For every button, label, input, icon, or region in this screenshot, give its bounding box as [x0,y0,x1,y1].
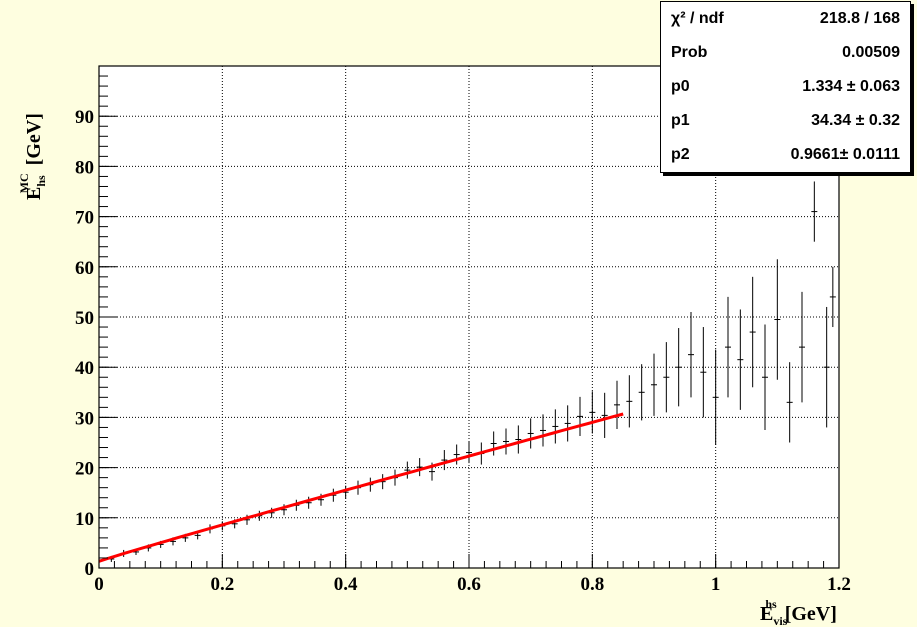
data-point [515,425,522,454]
x-axis-title-sub: vis [773,614,787,627]
data-point [589,391,596,434]
y-axis-title-main: E [23,187,45,200]
data-point [725,296,731,398]
data-point [626,375,633,428]
data-point [799,291,805,403]
stats-row-prob: Prob 0.00509 [661,36,910,70]
stat-name: χ² / ndf [671,10,724,27]
x-tick-label: 0.8 [580,574,604,595]
y-tick-label: 10 [75,509,94,530]
x-tick-label: 1 [711,574,721,595]
data-point [774,259,781,380]
x-tick-labels: 0 0.2 0.4 0.6 0.8 1 1.2 [94,574,851,595]
stat-value: 0.00509 [842,44,900,61]
y-axis-title-sub: hs [34,175,48,187]
x-tick-label: 1.2 [827,574,851,595]
data-point [638,364,645,421]
data-point [829,266,836,328]
data-point [749,276,756,388]
stat-value: 0.9661± 0.0111 [790,146,900,163]
fit-curve [98,412,624,563]
data-point [737,309,744,410]
stat-name: p2 [671,146,690,163]
data-point [305,496,312,509]
data-point [466,441,472,464]
data-point [404,461,411,479]
x-tick-label: 0.6 [457,574,481,595]
stat-name: p0 [671,78,690,95]
data-point [540,414,546,447]
data-point [712,349,719,446]
data-point [786,362,793,443]
data-point [453,444,460,465]
stat-value: 1.334 ± 0.063 [802,78,900,95]
x-axis-title-main: E [760,603,773,625]
y-tick-label: 40 [75,358,94,379]
x-axis-title: Evis hs [GeV] [760,597,837,627]
stat-name: p1 [671,112,690,129]
data-point [577,396,583,436]
x-axis-title-unit: [GeV] [785,603,837,625]
y-axis-title-sup: MC [17,173,31,193]
data-point [688,311,694,398]
data-point [823,306,830,428]
data-point [552,409,559,444]
y-tick-label: 70 [75,208,94,229]
stats-row-chi2: χ² / ndf 218.8 / 168 [661,2,910,36]
data-point [601,392,608,438]
y-tick-label: 80 [75,157,94,178]
x-tick-label: 0.2 [210,574,234,595]
y-tick-label: 90 [75,107,94,128]
y-tick-label: 60 [75,258,94,279]
data-point [503,428,509,455]
grid-lines [99,66,839,568]
data-point [651,353,657,416]
y-tick-label: 20 [75,459,94,480]
stat-name: Prob [671,44,708,61]
stat-value: 34.34 ± 0.32 [811,112,900,129]
data-point [416,458,423,477]
fit-statistics-box: χ² / ndf 218.8 / 168 Prob 0.00509 p0 1.3… [660,1,911,173]
data-point [700,327,707,418]
axis-ticks [98,65,840,569]
data-point [441,450,448,471]
data-point [490,431,497,456]
stats-row-p2: p2 0.9661± 0.0111 [661,138,910,172]
y-tick-label: 0 [85,559,95,580]
data-point [614,380,620,429]
data-point [527,418,534,449]
x-axis-title-sup: hs [765,597,777,611]
stats-row-p0: p0 1.334 ± 0.063 [661,70,910,104]
data-point [564,405,571,442]
x-tick-label: 0 [94,574,104,595]
y-tick-label: 30 [75,408,94,429]
data-point [762,324,768,430]
y-axis-title-unit: [GeV] [23,113,45,165]
stats-row-p1: p1 34.34 ± 0.32 [661,104,910,138]
data-point [811,181,818,242]
data-point [675,328,682,407]
data-point [663,342,670,413]
y-tick-label: 50 [75,308,94,329]
y-tick-labels: 0 10 20 30 40 50 60 70 80 90 [75,107,94,580]
y-axis-title: EhsMC [GeV] [17,113,48,200]
x-tick-label: 0.4 [334,574,358,595]
stat-value: 218.8 / 168 [819,10,900,27]
